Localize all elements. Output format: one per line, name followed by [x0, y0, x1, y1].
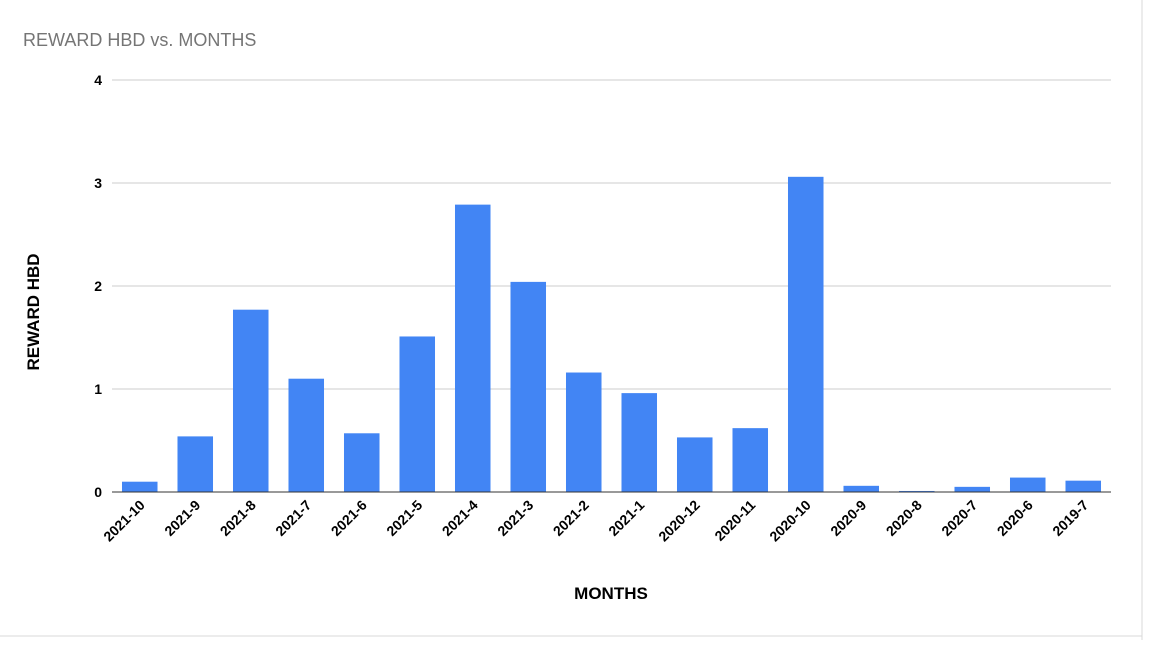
x-tick-label: 2020-8 [883, 497, 925, 539]
x-axis-ticks: 2021-10 2021-9 2021-8 2021-7 2021-6 2021-5 202… [100, 497, 1091, 545]
x-tick-label: 2021-7 [272, 497, 314, 539]
bar-2021-8 [232, 309, 269, 492]
x-tick-label: 2019-7 [1049, 497, 1091, 539]
bar-2020-10 [787, 176, 824, 492]
bar-2021-2 [565, 372, 602, 492]
y-axis-label: REWARD HBD [24, 253, 43, 370]
x-tick-label: 2021-10 [100, 497, 148, 545]
x-tick-label: 2020-12 [655, 497, 703, 545]
bar-2021-6 [343, 433, 380, 492]
x-tick-label: 2021-3 [494, 497, 536, 539]
x-tick-label: 2021-2 [550, 497, 592, 539]
x-tick-label: 2020-9 [827, 497, 869, 539]
y-axis-ticks: 0 1 2 3 4 [94, 72, 102, 500]
bar-2021-1 [621, 393, 658, 492]
x-tick-label: 2021-5 [383, 497, 425, 539]
bar-2021-9 [177, 436, 214, 492]
bar-2021-10 [121, 481, 158, 492]
x-tick-label: 2020-11 [711, 497, 758, 544]
y-tick-label: 4 [94, 72, 102, 88]
chart-title: REWARD HBD vs. MONTHS [23, 30, 256, 50]
bar-2020-12 [676, 437, 713, 492]
bar-2020-6 [1009, 477, 1046, 492]
y-tick-label: 2 [94, 278, 102, 294]
bar-2021-5 [399, 336, 436, 492]
y-tick-label: 1 [94, 381, 102, 397]
bars [121, 176, 1102, 492]
bar-2021-3 [510, 281, 547, 492]
bar-2020-7 [954, 486, 991, 492]
x-tick-label: 2021-8 [217, 497, 259, 539]
bar-2021-4 [454, 204, 491, 492]
gridlines [112, 79, 1111, 390]
x-tick-label: 2020-6 [994, 497, 1036, 539]
x-tick-label: 2021-9 [161, 497, 203, 539]
x-tick-label: 2020-10 [766, 497, 814, 545]
x-tick-label: 2020-7 [938, 497, 980, 539]
bar-2019-7 [1065, 480, 1102, 492]
y-tick-label: 3 [94, 175, 102, 191]
x-tick-label: 2021-4 [439, 497, 481, 539]
x-axis-label: MONTHS [574, 584, 648, 603]
bar-2021-7 [288, 378, 325, 492]
bar-2020-11 [732, 428, 769, 492]
bar-2020-8 [898, 490, 935, 492]
y-tick-label: 0 [94, 484, 102, 500]
bar-2020-9 [843, 485, 880, 492]
x-tick-label: 2021-6 [328, 497, 370, 539]
x-tick-label: 2021-1 [605, 497, 647, 539]
